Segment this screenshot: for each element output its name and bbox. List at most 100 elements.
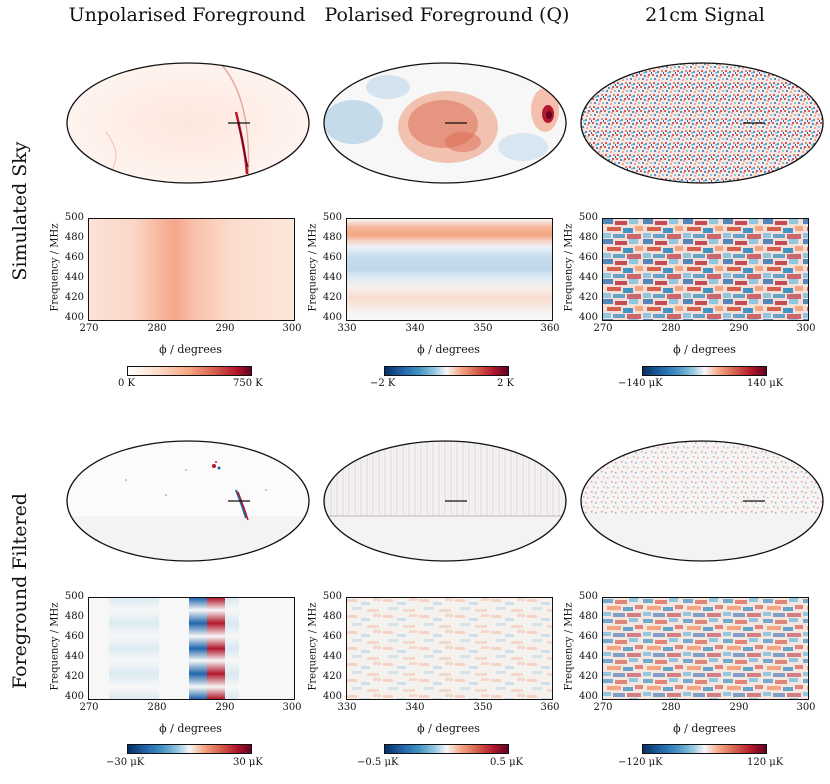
colorbar-max-label: 750 K: [233, 378, 263, 389]
colorbar-max-label: 120 μK: [747, 757, 784, 768]
mollweide-map-unpolarised-sky: [66, 62, 310, 184]
xtick: 270: [79, 702, 99, 713]
xtick: 290: [215, 323, 235, 334]
ytick: 500: [578, 591, 598, 602]
xtick: 340: [405, 702, 425, 713]
column-title-unpolarised: Unpolarised Foreground: [68, 4, 306, 26]
ytick: 440: [64, 651, 84, 662]
xtick: 300: [282, 702, 302, 713]
colorbar-unpolarised-filtered: [127, 744, 252, 754]
mollweide-map-21cm-filtered: [580, 440, 824, 562]
ytick: 500: [322, 591, 342, 602]
mollweide-map-polarised-sky: [323, 62, 567, 184]
ytick: 420: [578, 671, 598, 682]
ytick: 480: [64, 611, 84, 622]
ytick: 400: [64, 312, 84, 323]
mollweide-map-polarised-filtered: [323, 440, 567, 562]
xtick: 280: [661, 323, 681, 334]
colorbar-21cm-sky: [642, 366, 767, 376]
xtick: 290: [729, 702, 749, 713]
waterfall-panel-unpolarised-sky: [88, 218, 295, 321]
column-title-polarised: Polarised Foreground (Q): [324, 4, 570, 26]
ytick: 460: [64, 631, 84, 642]
xtick: 350: [473, 702, 493, 713]
colorbar-min-label: −2 K: [370, 378, 396, 389]
row-title-foreground-filtered: Foreground Filtered: [9, 493, 31, 689]
ytick: 420: [322, 671, 342, 682]
mollweide-map-unpolarised-filtered: [66, 440, 310, 562]
ytick: 480: [578, 611, 598, 622]
xtick: 340: [405, 323, 425, 334]
xtick: 280: [147, 323, 167, 334]
ytick: 440: [578, 651, 598, 662]
waterfall-panel-21cm-filtered: [602, 597, 809, 700]
ylabel-frequency: Frequency / MHz: [307, 602, 319, 691]
colorbar-max-label: 0.5 μK: [490, 757, 524, 768]
ytick: 460: [322, 631, 342, 642]
ytick: 400: [578, 691, 598, 702]
xtick: 300: [796, 323, 816, 334]
ytick: 420: [64, 292, 84, 303]
ytick: 460: [578, 631, 598, 642]
ytick: 460: [578, 252, 598, 263]
colorbar-21cm-filtered: [642, 744, 767, 754]
ytick: 500: [322, 212, 342, 223]
colorbar-max-label: 140 μK: [747, 378, 784, 389]
ytick: 500: [578, 212, 598, 223]
xlabel-phi: ϕ / degrees: [159, 343, 222, 356]
xtick: 280: [147, 702, 167, 713]
colorbar-min-label: −120 μK: [618, 757, 663, 768]
ytick: 480: [64, 232, 84, 243]
colorbar-min-label: −30 μK: [106, 757, 145, 768]
ytick: 460: [64, 252, 84, 263]
column-title-21cm: 21cm Signal: [645, 4, 765, 26]
xtick: 360: [540, 702, 560, 713]
colorbar-polarised-filtered: [384, 744, 509, 754]
ylabel-frequency: Frequency / MHz: [307, 223, 319, 312]
ytick: 420: [578, 292, 598, 303]
colorbar-polarised-sky: [384, 366, 509, 376]
colorbar-min-label: −0.5 μK: [357, 757, 399, 768]
ylabel-frequency: Frequency / MHz: [563, 223, 575, 312]
xtick: 280: [661, 702, 681, 713]
ytick: 440: [322, 272, 342, 283]
ytick: 440: [322, 651, 342, 662]
xlabel-phi: ϕ / degrees: [673, 343, 736, 356]
xtick: 290: [215, 702, 235, 713]
colorbar-unpolarised-sky: [127, 366, 252, 376]
xlabel-phi: ϕ / degrees: [159, 722, 222, 735]
xlabel-phi: ϕ / degrees: [417, 722, 480, 735]
waterfall-panel-polarised-sky: [346, 218, 553, 321]
xtick: 350: [473, 323, 493, 334]
waterfall-panel-21cm-sky: [602, 218, 809, 321]
ylabel-frequency: Frequency / MHz: [49, 602, 61, 691]
colorbar-min-label: −140 μK: [618, 378, 663, 389]
ytick: 400: [578, 312, 598, 323]
ytick: 500: [64, 591, 84, 602]
ytick: 480: [578, 232, 598, 243]
ytick: 440: [578, 272, 598, 283]
xtick: 300: [796, 702, 816, 713]
xtick: 270: [593, 702, 613, 713]
xtick: 330: [337, 702, 357, 713]
ytick: 420: [322, 292, 342, 303]
colorbar-min-label: 0 K: [118, 378, 136, 389]
xtick: 270: [79, 323, 99, 334]
ytick: 480: [322, 611, 342, 622]
xlabel-phi: ϕ / degrees: [673, 722, 736, 735]
ytick: 420: [64, 671, 84, 682]
xtick: 270: [593, 323, 613, 334]
ytick: 440: [64, 272, 84, 283]
xtick: 290: [729, 323, 749, 334]
xtick: 300: [282, 323, 302, 334]
colorbar-max-label: 2 K: [497, 378, 515, 389]
xtick: 360: [540, 323, 560, 334]
ytick: 400: [322, 691, 342, 702]
xtick: 330: [337, 323, 357, 334]
ylabel-frequency: Frequency / MHz: [49, 223, 61, 312]
mollweide-map-21cm-sky: [580, 62, 824, 184]
ylabel-frequency: Frequency / MHz: [563, 602, 575, 691]
row-title-simulated-sky: Simulated Sky: [9, 141, 31, 281]
ytick: 500: [64, 212, 84, 223]
ytick: 460: [322, 252, 342, 263]
